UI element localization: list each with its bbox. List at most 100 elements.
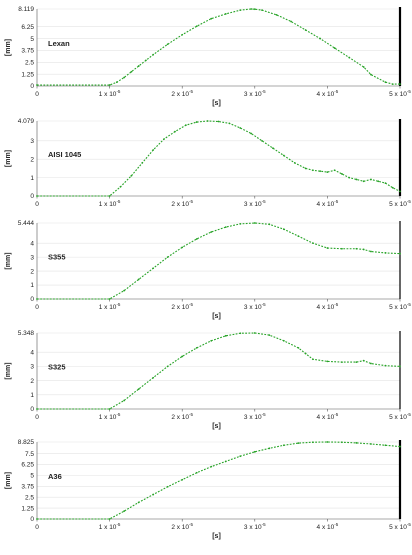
data-point [224,13,227,15]
data-point [130,70,133,73]
data-point [195,25,198,28]
x-tick-exponent: -5 [407,522,411,527]
x-tick-label: 5 x 10-5 [389,522,411,531]
x-tick-exponent: -5 [189,302,193,307]
x-tick-label: 1 x 10-5 [99,522,121,531]
x-tick-label: 5 x 10-5 [389,412,411,421]
data-point [333,47,336,49]
x-tick-exponent: -5 [116,199,120,204]
data-point [250,132,253,135]
data-point [36,408,38,410]
data-point [341,247,343,250]
data-point [391,186,394,189]
x-tick-label: 2 x 10-5 [171,89,193,98]
data-point [261,9,263,12]
data-point [239,9,242,12]
data-point [377,180,380,183]
panel-title: S325 [48,362,66,371]
x-tick-base: 4 x 10 [317,201,335,208]
x-tick-label: 2 x 10-5 [171,412,193,421]
x-tick-label: 5 x 10-5 [389,199,411,208]
x-tick-base: 5 x 10 [389,414,407,421]
y-tick-label: 3.75 [21,483,34,490]
data-point [108,195,111,197]
y-tick-label: 2.5 [25,59,34,66]
data-point [290,20,292,23]
data-point [123,510,126,513]
y-tick-label: 0 [30,83,34,90]
data-point [362,359,365,362]
x-tick-label: 0 [35,524,39,531]
x-tick-label: 1 x 10-5 [99,302,121,311]
data-point [282,154,285,157]
x-tick-exponent: -5 [262,199,266,204]
x-tick-base: 2 x 10 [171,304,189,311]
x-tick-base: 3 x 10 [244,91,262,98]
data-point [195,346,198,349]
data-point [297,235,300,238]
data-point [36,298,38,300]
x-tick-exponent: -5 [334,199,338,204]
panel-title: S355 [48,252,66,261]
data-point [370,362,372,365]
data-point [137,65,140,67]
data-point [239,332,242,335]
data-point [181,33,184,36]
x-tick-label: 0 [35,91,39,98]
x-tick-base: 3 x 10 [244,304,262,311]
data-point [268,447,271,450]
x-tick-base: 5 x 10 [389,524,407,531]
data-point [36,518,38,520]
x-tick-exponent: -5 [189,412,193,417]
panel-title: A36 [48,472,62,481]
x-tick-base: 1 x 10 [99,304,117,311]
y-tick-label: 0 [30,406,34,413]
x-tick-label: 1 x 10-5 [99,199,121,208]
x-tick-label: 5 x 10-5 [389,302,411,311]
data-point [362,248,365,251]
panel-title: AISI 1045 [48,150,81,159]
data-point [319,37,322,40]
x-tick-exponent: -5 [189,89,193,94]
y-tick-label: 7.5 [25,451,34,458]
x-tick-base: 3 x 10 [244,201,262,208]
x-tick-base: 0 [35,201,39,208]
data-point [145,59,147,62]
data-point [119,185,122,188]
y-tick-label: 3 [30,364,34,371]
data-point [224,460,227,463]
data-point [152,149,155,151]
data-point [341,441,343,444]
y-tick-label: 0 [30,193,34,200]
data-point [282,444,285,447]
y-axis-label: [mm] [5,362,12,379]
x-tick-exponent: -5 [407,89,411,94]
data-point [195,471,198,474]
x-tick-label: 1 x 10-5 [99,412,121,421]
y-tick-label: 1.25 [21,71,34,78]
x-tick-exponent: -5 [407,199,411,204]
data-point [311,169,314,172]
data-point [399,445,401,448]
x-tick-base: 2 x 10 [171,414,189,421]
data-point [348,56,351,59]
y-tick-label: 1 [30,282,34,289]
y-tick-label: 3 [30,254,34,261]
x-tick-label: 4 x 10-5 [317,199,339,208]
x-tick-label: 3 x 10-5 [244,199,266,208]
x-tick-exponent: -5 [334,89,338,94]
x-tick-label: 5 x 10-5 [389,89,411,98]
data-point [152,376,155,379]
x-tick-label: 4 x 10-5 [317,522,339,531]
data-point [341,173,343,175]
y-tick-label: 1 [30,175,34,182]
y-tick-label: 1 [30,392,34,399]
data-point [384,364,387,367]
x-tick-label: 2 x 10-5 [171,302,193,311]
x-axis-label: [s] [212,100,221,107]
data-point [137,278,140,281]
data-point [206,120,209,122]
x-tick-base: 2 x 10 [171,201,189,208]
